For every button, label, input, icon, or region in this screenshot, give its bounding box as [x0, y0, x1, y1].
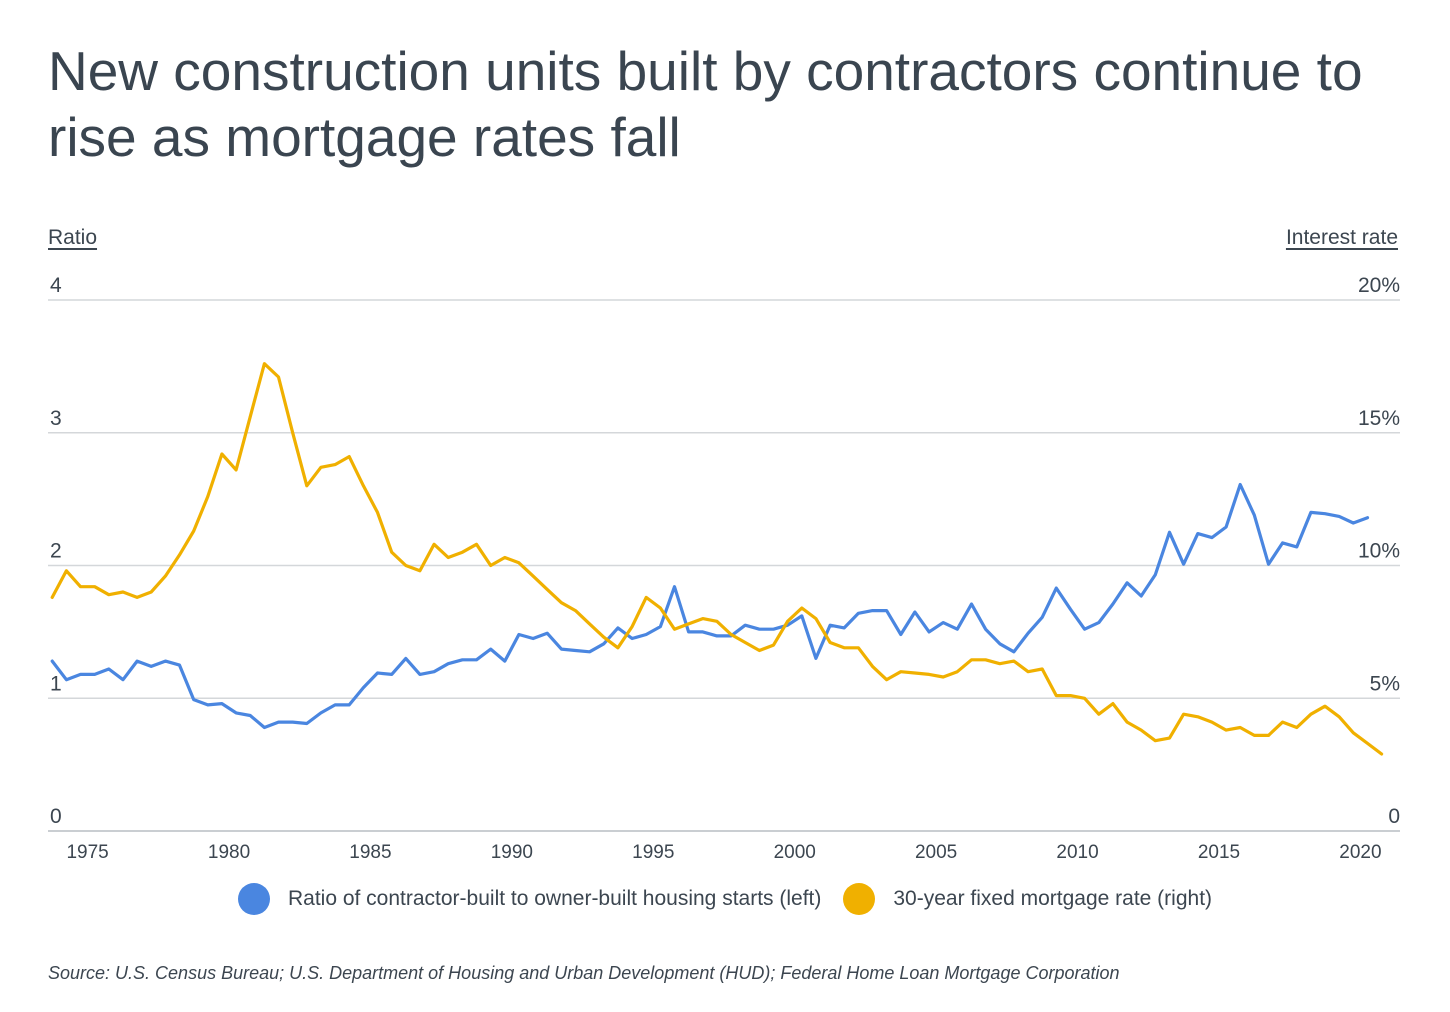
left-tick-label: 4: [50, 274, 62, 297]
x-tick-label: 2000: [774, 842, 816, 863]
legend-label-ratio: Ratio of contractor-built to owner-built…: [287, 887, 822, 910]
x-tick-label: 2010: [1056, 842, 1098, 863]
source-note: Source: U.S. Census Bureau; U.S. Departm…: [48, 963, 1120, 983]
left-tick-label: 0: [50, 805, 62, 828]
left-tick-label: 2: [50, 540, 62, 563]
legend-swatch-rate: [843, 883, 876, 915]
chart-legend: Ratio of contractor-built to owner-built…: [0, 881, 1450, 917]
right-tick-label: 15%: [1358, 407, 1400, 430]
ratio-series-line: [50, 482, 1370, 730]
x-tick-label: 1980: [208, 842, 250, 863]
x-tick-label: 1975: [66, 842, 108, 863]
right-axis-title: Interest rate: [1285, 226, 1398, 249]
right-tick-label: 10%: [1358, 540, 1400, 563]
x-tick-label: 2020: [1339, 842, 1381, 863]
x-tick-label: 1995: [632, 842, 674, 863]
x-tick-label: 2005: [915, 842, 957, 863]
left-axis-title: Ratio: [48, 226, 98, 249]
left-tick-label: 1: [50, 672, 62, 695]
right-tick-label: 20%: [1358, 274, 1400, 297]
x-tick-label: 1990: [491, 842, 533, 863]
legend-item-ratio: Ratio of contractor-built to owner-built…: [237, 883, 822, 915]
right-tick-label: 0: [1388, 805, 1400, 828]
legend-swatch-ratio: [237, 883, 270, 915]
chart-title: New construction units built by contract…: [48, 40, 1363, 168]
x-tick-label: 2015: [1198, 842, 1240, 863]
legend-item-rate: 30-year fixed mortgage rate (right): [843, 883, 1212, 915]
left-tick-label: 3: [50, 407, 62, 430]
right-tick-label: 5%: [1370, 672, 1400, 695]
x-tick-label: 1985: [349, 842, 391, 863]
legend-label-rate: 30-year fixed mortgage rate (right): [893, 887, 1213, 910]
mortgage-rate-series-line: [50, 362, 1384, 756]
